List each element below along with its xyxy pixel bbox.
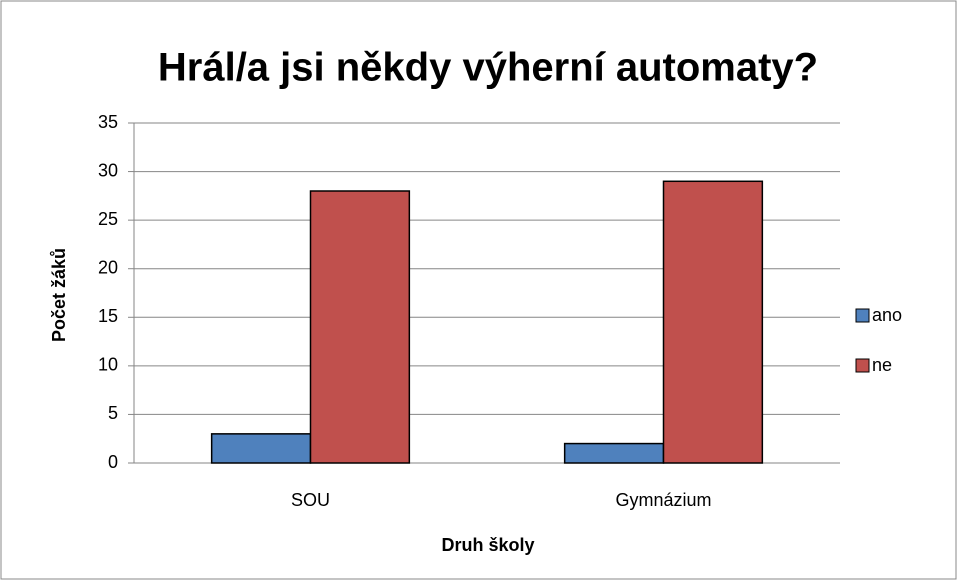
bar (210, 433, 312, 464)
y-tick-label: 30 (98, 160, 118, 180)
chart-title: Hrál/a jsi někdy výherní automaty? (158, 46, 818, 90)
y-tick-label: 0 (108, 452, 118, 472)
bar (662, 180, 764, 464)
y-tick-label: 5 (108, 403, 118, 423)
legend-label: ne (872, 355, 892, 375)
x-tick-label: SOU (291, 490, 330, 510)
y-tick-label: 15 (98, 306, 118, 326)
y-tick-label: 20 (98, 257, 118, 277)
y-tick-label: 10 (98, 355, 118, 375)
legend-swatch (855, 358, 870, 373)
y-tick-label: 35 (98, 112, 118, 132)
y-axis-label: Počet žáků (49, 248, 69, 342)
x-axis-label: Druh školy (441, 535, 534, 555)
legend-label: ano (872, 305, 902, 325)
x-tick-label: Gymnázium (615, 490, 711, 510)
legend-swatch (855, 308, 870, 323)
bar (309, 190, 411, 464)
y-tick-label: 25 (98, 209, 118, 229)
bar (563, 442, 665, 464)
